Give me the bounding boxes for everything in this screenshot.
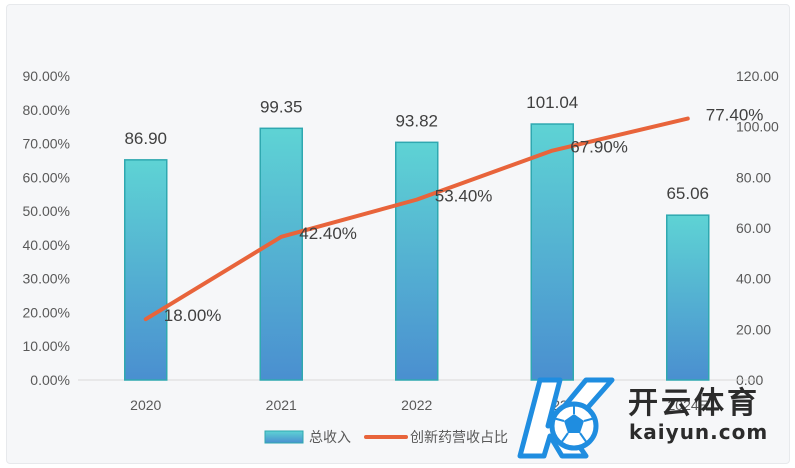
left-axis-tick-label: 40.00% bbox=[23, 237, 70, 253]
line-value-label: 67.90% bbox=[570, 138, 628, 157]
left-axis-tick-label: 20.00% bbox=[23, 304, 70, 320]
x-axis-tick-label: 2022 bbox=[401, 397, 432, 413]
legend-bar-label: 总收入 bbox=[309, 429, 351, 445]
bar bbox=[395, 141, 439, 381]
bar bbox=[259, 127, 303, 381]
left-axis-tick-label: 70.00% bbox=[23, 136, 70, 152]
kaiyun-logo-icon bbox=[517, 377, 615, 459]
watermark: 开云体育 kaiyun.com bbox=[512, 368, 787, 464]
line-value-label: 53.40% bbox=[435, 187, 493, 206]
bar bbox=[666, 214, 710, 381]
x-axis-tick-label: 2024E bbox=[668, 397, 708, 413]
watermark-brand: 开云体育 bbox=[628, 386, 760, 421]
right-axis-tick-label: 40.00 bbox=[736, 271, 771, 287]
left-axis-tick-label: 10.00% bbox=[23, 338, 70, 354]
right-axis-tick-label: 80.00 bbox=[736, 169, 771, 185]
right-axis-tick-label: 100.00 bbox=[736, 119, 779, 135]
line-series bbox=[143, 116, 690, 322]
line-value-label: 77.40% bbox=[706, 106, 764, 125]
bar-value-label: 101.04 bbox=[526, 93, 578, 112]
bar bbox=[530, 123, 574, 381]
bar-value-label: 86.90 bbox=[124, 129, 167, 148]
left-axis-tick-label: 80.00% bbox=[23, 102, 70, 118]
left-axis: 0.00% 10.00% 20.00% 30.00% 40.00% 50.00% 60.00… bbox=[23, 68, 70, 388]
left-axis-tick-label: 30.00% bbox=[23, 271, 70, 287]
legend: 总收入 创新药营收占比 bbox=[264, 429, 508, 445]
left-axis-tick-label: 60.00% bbox=[23, 169, 70, 185]
left-axis-tick-label: 50.00% bbox=[23, 203, 70, 219]
line-value-label: 18.00% bbox=[164, 306, 222, 325]
line-value-label: 42.40% bbox=[299, 224, 357, 243]
watermark-domain: kaiyun.com bbox=[629, 420, 769, 444]
line-value-labels: 18.00% 42.40% 53.40% 67.90% 77.40% bbox=[164, 106, 764, 326]
bar-series bbox=[124, 123, 710, 381]
x-axis-tick-label: 2021 bbox=[266, 397, 297, 413]
legend-line-label: 创新药营收占比 bbox=[410, 429, 508, 445]
bar-value-labels: 86.90 99.35 93.82 101.04 65.06 bbox=[124, 93, 709, 203]
bar bbox=[124, 159, 168, 381]
legend-bar-swatch bbox=[264, 430, 304, 444]
bar-value-label: 93.82 bbox=[395, 111, 438, 130]
left-axis-tick-label: 0.00% bbox=[30, 372, 70, 388]
right-axis-tick-label: 60.00 bbox=[736, 220, 771, 236]
bar-value-label: 65.06 bbox=[666, 184, 709, 203]
right-axis-tick-label: 20.00 bbox=[736, 321, 771, 337]
left-axis-tick-label: 90.00% bbox=[23, 68, 70, 84]
right-axis-tick-label: 120.00 bbox=[736, 68, 779, 84]
bar-value-label: 99.35 bbox=[260, 97, 303, 116]
x-axis-tick-label: 2020 bbox=[130, 397, 161, 413]
